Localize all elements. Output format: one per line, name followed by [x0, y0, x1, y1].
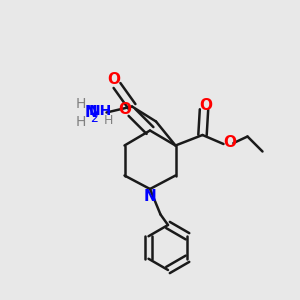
Text: O: O: [199, 98, 212, 112]
Text: H: H: [76, 115, 86, 128]
Text: 2: 2: [91, 112, 98, 125]
Text: H: H: [103, 113, 113, 127]
Text: N: N: [144, 189, 156, 204]
Text: N: N: [85, 105, 98, 120]
Text: O: O: [223, 135, 236, 150]
Text: H: H: [76, 97, 86, 110]
Text: O: O: [118, 102, 131, 117]
Text: NH: NH: [89, 104, 112, 118]
Text: O: O: [107, 72, 121, 87]
